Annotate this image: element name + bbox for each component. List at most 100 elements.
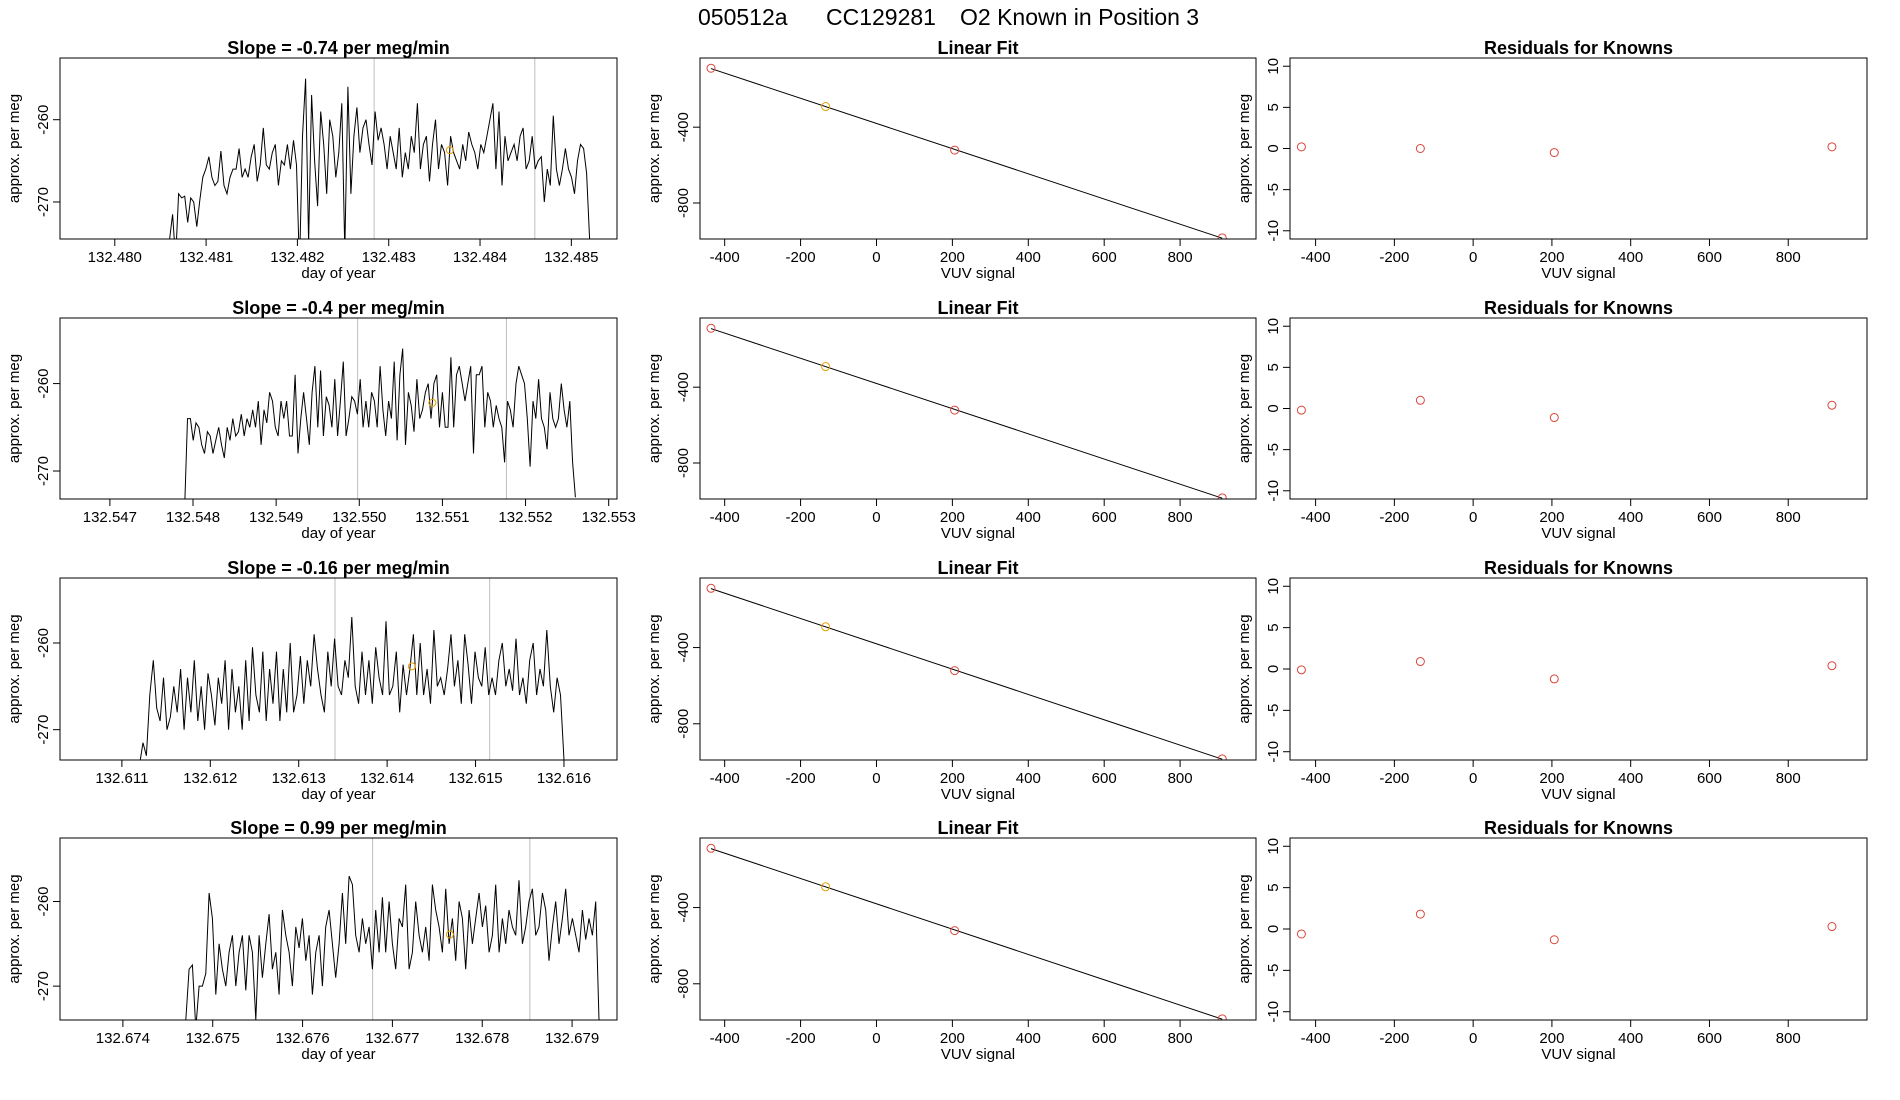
- data-point: [1296, 405, 1306, 415]
- x-tick-label: 400: [1618, 249, 1643, 266]
- fit-line: [710, 328, 1223, 499]
- x-tick-label: 400: [1016, 770, 1041, 787]
- data-point: [1415, 395, 1425, 405]
- x-tick-label: 132.481: [179, 249, 233, 266]
- x-axis-label: VUV signal: [1541, 786, 1615, 803]
- y-axis-label: approx. per meg: [1236, 354, 1253, 463]
- plot-frame: [1289, 577, 1868, 761]
- x-tick-label: 132.613: [272, 770, 326, 787]
- x-tick-label: 600: [1697, 249, 1722, 266]
- x-tick-label: 800: [1168, 1030, 1193, 1047]
- data-point: [1296, 665, 1306, 675]
- data-point: [821, 362, 831, 372]
- x-axis-label: day of year: [301, 525, 375, 542]
- panel-title: Slope = 0.99 per meg/min: [230, 818, 447, 838]
- plot-content: [706, 843, 1227, 1020]
- y-tick-label: -10: [1265, 741, 1282, 763]
- y-tick-label: 10: [1265, 318, 1282, 335]
- x-axis-label: VUV signal: [941, 525, 1015, 542]
- panel-4-1: Slope = 0.99 per meg/min 132.674 132.675 13…: [6, 818, 618, 1063]
- y-tick-label: -400: [675, 893, 692, 923]
- x-tick-label: 132.675: [186, 1030, 240, 1047]
- y-tick-label: -800: [675, 188, 692, 218]
- x-tick-label: -400: [710, 509, 740, 526]
- plot-frame: [59, 577, 618, 761]
- x-tick-label: 800: [1168, 509, 1193, 526]
- x-axis-label: VUV signal: [1541, 525, 1615, 542]
- x-tick-label: 132.611: [95, 770, 148, 787]
- y-tick-label: 5: [1265, 883, 1282, 891]
- y-tick-label: -260: [35, 105, 52, 135]
- y-tick-label: 10: [1265, 578, 1282, 595]
- plot-content: [184, 318, 576, 499]
- y-tick-label: -400: [675, 372, 692, 402]
- x-tick-label: 132.552: [498, 509, 552, 526]
- plot-content: [139, 578, 565, 760]
- x-tick-label: 132.678: [455, 1030, 509, 1047]
- y-tick-label: -800: [675, 709, 692, 739]
- data-point: [1415, 144, 1425, 153]
- marker-point: [428, 398, 437, 407]
- plot-frame: [1289, 57, 1868, 240]
- panel-4-3: Residuals for Knowns -400 -200 0 200 400 600 80…: [1236, 818, 1868, 1063]
- x-axis-label: VUV signal: [1541, 265, 1615, 282]
- x-tick-label: 132.612: [183, 770, 237, 787]
- x-tick-label: 0: [872, 770, 880, 787]
- panel-title: Linear Fit: [937, 818, 1018, 838]
- x-tick-label: 600: [1697, 770, 1722, 787]
- data-point: [950, 926, 960, 936]
- x-tick-label: -400: [710, 249, 740, 266]
- panel-title: Slope = -0.16 per meg/min: [227, 558, 450, 578]
- x-tick-label: 200: [1539, 509, 1564, 526]
- data-series-line: [139, 616, 565, 760]
- data-point: [1217, 754, 1227, 760]
- x-tick-label: 600: [1697, 1030, 1722, 1047]
- data-point: [1827, 661, 1837, 671]
- x-tick-label: 600: [1092, 509, 1117, 526]
- plot-frame: [59, 837, 618, 1021]
- y-tick-label: -260: [35, 628, 52, 658]
- plot-frame: [59, 317, 618, 500]
- x-tick-label: 0: [872, 509, 880, 526]
- y-axis-label: approx. per meg: [1236, 94, 1253, 203]
- data-point: [706, 583, 716, 593]
- x-tick-label: 200: [940, 1030, 965, 1047]
- x-tick-label: -200: [786, 770, 816, 787]
- panel-title: Residuals for Knowns: [1484, 298, 1673, 318]
- plot-content: [185, 838, 600, 1020]
- plot-frame: [59, 57, 618, 240]
- x-tick-label: 800: [1776, 509, 1801, 526]
- y-tick-label: -400: [675, 112, 692, 142]
- panel-title: Residuals for Knowns: [1484, 558, 1673, 578]
- y-tick-label: 10: [1265, 58, 1282, 75]
- y-axis-label: approx. per meg: [1236, 874, 1253, 983]
- x-tick-label: -200: [1379, 509, 1409, 526]
- y-tick-label: -5: [1265, 964, 1282, 977]
- x-axis-label: day of year: [301, 265, 375, 282]
- y-tick-label: -800: [675, 969, 692, 999]
- y-axis-label: approx. per meg: [646, 354, 663, 463]
- data-point: [950, 405, 960, 415]
- data-point: [950, 666, 960, 676]
- y-axis-label: approx. per meg: [6, 874, 23, 983]
- x-tick-label: 0: [1469, 1030, 1477, 1047]
- x-tick-label: 400: [1618, 770, 1643, 787]
- plot-frame: [699, 837, 1257, 1021]
- data-point: [1827, 142, 1837, 152]
- marker-point: [445, 146, 454, 155]
- plot-content: [706, 583, 1227, 760]
- x-tick-label: 132.482: [270, 249, 324, 266]
- y-axis-label: approx. per meg: [6, 614, 23, 723]
- panel-title: Residuals for Knowns: [1484, 818, 1673, 838]
- fit-line: [710, 588, 1223, 760]
- x-tick-label: 400: [1016, 509, 1041, 526]
- x-axis-label: day of year: [301, 786, 375, 803]
- figure-run-id: 050512a: [698, 4, 788, 30]
- x-tick-label: -200: [1379, 770, 1409, 787]
- y-tick-label: -10: [1265, 480, 1282, 502]
- x-tick-label: -400: [1301, 249, 1331, 266]
- x-tick-label: -400: [1301, 1030, 1331, 1047]
- x-tick-label: 400: [1016, 249, 1041, 266]
- panel-3-2: Linear Fit -400 -200 0 200 400 600 800 -400 -800 V…: [646, 558, 1257, 803]
